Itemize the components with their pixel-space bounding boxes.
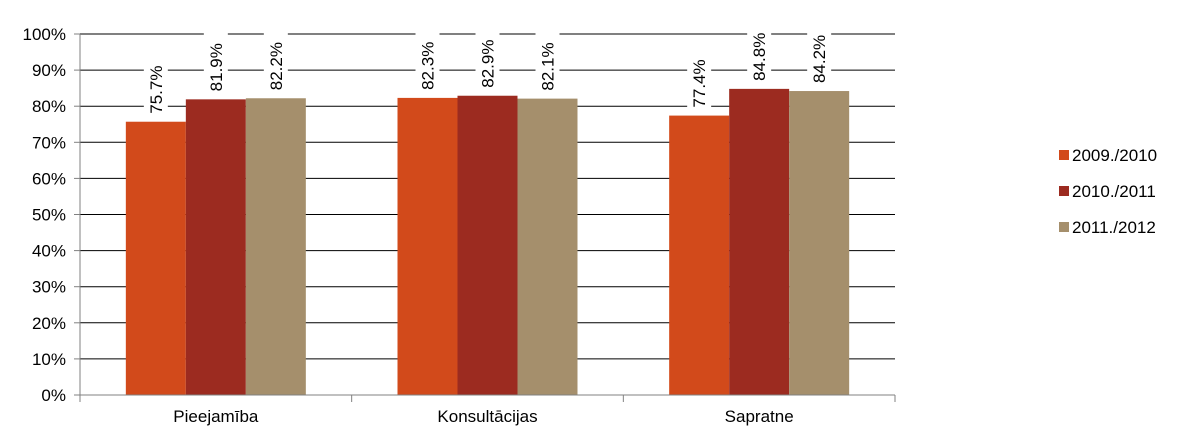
y-tick-label: 30% <box>32 278 66 297</box>
data-label: 82.2% <box>267 42 286 90</box>
data-label: 75.7% <box>147 66 166 114</box>
bar-3-3 <box>789 91 850 396</box>
data-label: 82.9% <box>479 40 498 88</box>
legend-label: 2009./2010 <box>1072 146 1157 165</box>
y-tick-label: 60% <box>32 169 66 188</box>
data-labels: 75.7% 82.3% 77.4% 81.9% 82.9% 84.8% 82.2% 82.1%… <box>147 33 829 114</box>
x-category-label: Pieejamība <box>173 407 259 426</box>
bars <box>125 88 850 396</box>
data-label: 81.9% <box>207 43 226 91</box>
bar-2-1 <box>185 99 246 395</box>
bar-2-2 <box>457 95 518 395</box>
data-label: 82.1% <box>539 42 558 90</box>
y-tick-label: 40% <box>32 242 66 261</box>
legend-swatch <box>1059 186 1069 196</box>
y-tick-label: 90% <box>32 61 66 80</box>
legend-swatch <box>1059 222 1069 232</box>
data-label: 84.2% <box>810 35 829 83</box>
bar-1-3 <box>669 115 730 395</box>
data-label: 82.3% <box>419 42 438 90</box>
legend-label: 2011./2012 <box>1072 218 1156 237</box>
x-category-label: Sapratne <box>725 407 794 426</box>
legend: 2009./2010 2010./2011 2011./2012 <box>1059 146 1157 237</box>
data-label: 84.8% <box>750 33 769 81</box>
y-tick-label: 0% <box>41 386 66 405</box>
y-tick-label: 80% <box>32 97 66 116</box>
y-tick-label: 50% <box>32 206 66 225</box>
y-tick-label: 100% <box>23 25 66 44</box>
data-label: 77.4% <box>690 59 709 107</box>
bar-3-1 <box>245 98 306 396</box>
y-tick-label: 10% <box>32 350 66 369</box>
x-category-label: Konsultācijas <box>437 407 537 426</box>
bar-1-2 <box>397 97 458 395</box>
bar-2-3 <box>729 88 790 395</box>
legend-swatch <box>1059 150 1069 160</box>
legend-label: 2010./2011 <box>1072 182 1156 201</box>
bar-1-1 <box>125 121 186 396</box>
axes: 0% 10% 20% 30% 40% 50% 60% 70% 80% 90% 100% Pieejam… <box>23 25 896 426</box>
y-tick-label: 20% <box>32 314 66 333</box>
bar-3-2 <box>517 98 578 395</box>
y-tick-label: 70% <box>32 133 66 152</box>
